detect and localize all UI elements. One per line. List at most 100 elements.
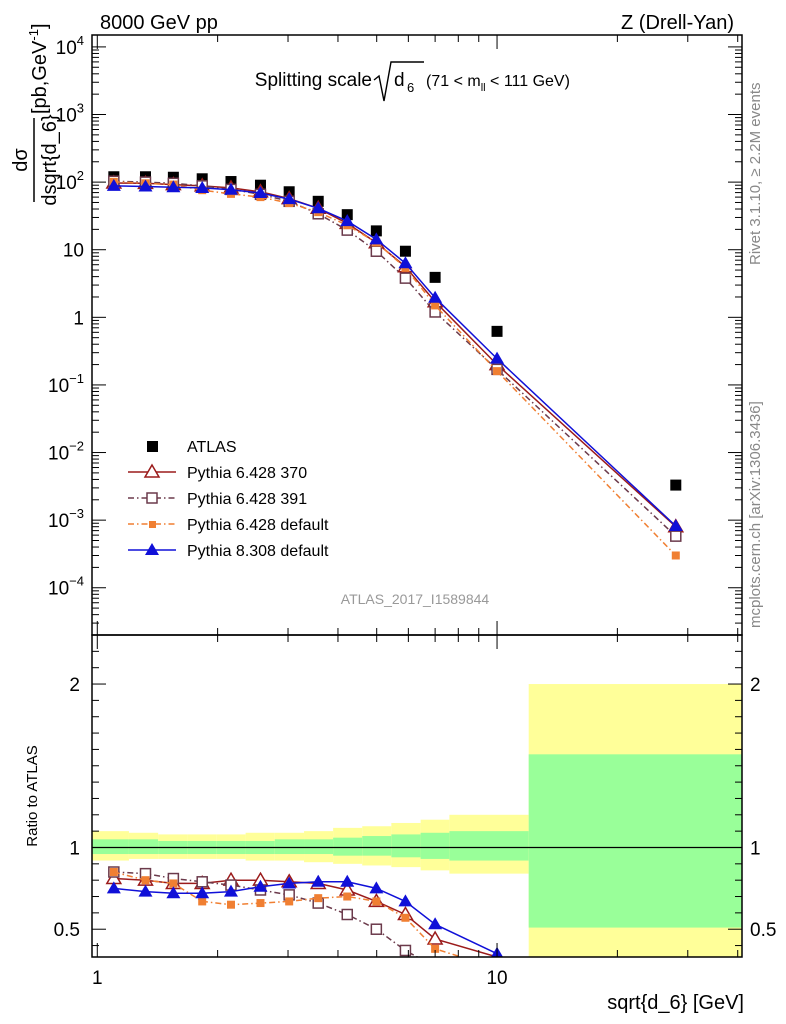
main-ytick-exp: −3 xyxy=(69,506,84,521)
legend-marker-atlas xyxy=(147,441,158,452)
ratio-panel: 0.50.51122110 Ratio to ATLAS sqrt{d_6} [… xyxy=(24,635,776,1014)
ratio-point-pythia-6-428-default xyxy=(198,897,206,905)
main-ytick-exp: 3 xyxy=(77,101,84,116)
title-sqrt-sub: 6 xyxy=(407,80,414,95)
main-ylabel: dσ dsqrt{d_6} [pb,GeV-1] xyxy=(10,23,61,205)
rivet-label: Rivet 3.1.10, ≥ 2.2M events xyxy=(747,83,764,266)
ratio-stat-band xyxy=(333,838,362,856)
main-ytick-exp: −4 xyxy=(69,574,84,589)
mcplots-label: mcplots.cern.ch [arXiv:1306.3436] xyxy=(747,401,764,628)
main-ytick-label: 1 xyxy=(73,308,84,329)
ratio-stat-band xyxy=(362,836,391,856)
title-range-b: < 111 GeV) xyxy=(486,73,570,90)
legend-marker-py6-391 xyxy=(147,493,157,503)
main-point-pythia-6-428-391 xyxy=(371,246,381,256)
legend-marker-py6-default xyxy=(149,521,156,528)
main-ytick-exp: −2 xyxy=(69,439,84,454)
ylabel-unit: [pb,GeV-1] xyxy=(26,23,51,114)
main-ytick-label: 10−2 xyxy=(48,439,84,465)
legend-label-py6-391: Pythia 6.428 391 xyxy=(187,491,307,508)
main-ytick-base: 10 xyxy=(48,444,69,465)
process-label: Z (Drell-Yan) xyxy=(621,12,734,34)
main-ytick-base: 10 xyxy=(56,38,77,59)
ratio-point-pythia-6-428-default xyxy=(372,897,380,905)
analysis-watermark: ATLAS_2017_I1589844 xyxy=(341,591,490,607)
legend-label-py6-default: Pythia 6.428 default xyxy=(187,517,329,534)
ratio-stat-band xyxy=(304,839,333,854)
main-ytick-exp: 4 xyxy=(77,33,84,48)
main-point-atlas xyxy=(492,326,503,337)
main-line-pythia-6-428-391 xyxy=(114,181,676,536)
legend-entry-py6-default: Pythia 6.428 default xyxy=(128,517,329,534)
ratio-uncertainty-bands xyxy=(92,684,742,957)
ratio-series-pythia-6-428-370 xyxy=(107,872,504,962)
legend-marker-py8-default xyxy=(145,543,159,555)
ratio-point-pythia-8-308-default xyxy=(311,875,325,887)
ratio-ytick-label-right: 2 xyxy=(750,675,761,696)
ylabel-numerator: dσ xyxy=(10,148,32,172)
main-ytick-label: 104 xyxy=(56,33,84,59)
ylabel-unit-a: [pb,GeV xyxy=(29,40,51,114)
ratio-xlabel: sqrt{d_6} [GeV] xyxy=(607,992,744,1014)
ratio-point-pythia-6-428-391 xyxy=(400,945,410,955)
ratio-stat-band xyxy=(92,839,129,854)
ratio-stat-band xyxy=(391,834,420,857)
ratio-point-pythia-6-428-default xyxy=(110,868,118,876)
legend-marker-py6-370 xyxy=(145,465,159,477)
legend-entry-py8-default: Pythia 8.308 default xyxy=(128,543,329,560)
main-point-pythia-6-428-default xyxy=(672,551,680,559)
ratio-point-pythia-8-308-default xyxy=(340,875,354,887)
ylabel-denominator: dsqrt{d_6} xyxy=(39,114,61,206)
ratio-stat-band xyxy=(275,839,304,854)
ylabel-unit-b: ] xyxy=(29,23,51,29)
ratio-stat-band xyxy=(129,839,158,854)
title-sqrt-d: d xyxy=(394,70,405,91)
legend-label-atlas: ATLAS xyxy=(187,439,237,456)
legend-label-py8-default: Pythia 8.308 default xyxy=(187,543,329,560)
main-title: Splitting scale d 6 (71 < mll < 111 GeV) xyxy=(255,62,570,101)
ratio-point-pythia-6-428-default xyxy=(227,901,235,909)
main-panel: 10410310210110−110−210−310−4 Splitting s… xyxy=(10,23,742,635)
main-ytick-base: 10 xyxy=(48,511,69,532)
ratio-point-pythia-6-428-default xyxy=(314,894,322,902)
ratio-point-pythia-6-428-default xyxy=(141,876,149,884)
beam-label: 8000 GeV pp xyxy=(100,12,218,34)
title-range: (71 < mll < 111 GeV) xyxy=(426,73,570,94)
main-ytick-label: 10−1 xyxy=(48,371,84,397)
ratio-ytick-label-right: 0.5 xyxy=(750,920,776,941)
ratio-point-pythia-8-308-default xyxy=(398,894,412,906)
main-ytick-label: 10−4 xyxy=(48,574,84,600)
main-ytick-base: 1 xyxy=(73,308,84,329)
ratio-ytick-label-left: 0.5 xyxy=(54,920,80,941)
title-range-a: (71 < m xyxy=(426,73,481,90)
main-ytick-label: 10 xyxy=(63,241,84,262)
main-ytick-exp: −1 xyxy=(69,371,84,386)
ratio-xtick-label: 1 xyxy=(92,968,103,989)
main-point-pythia-6-428-391 xyxy=(671,531,681,541)
main-point-pythia-6-428-391 xyxy=(400,273,410,283)
ratio-series-group xyxy=(107,867,504,978)
ratio-point-pythia-6-428-default xyxy=(256,899,264,907)
ratio-series-clipped xyxy=(107,867,504,978)
legend: ATLAS Pythia 6.428 370 Pythia 6.428 391 … xyxy=(128,439,329,560)
ratio-point-pythia-6-428-default xyxy=(401,914,409,922)
ratio-stat-band xyxy=(421,833,450,859)
main-point-pythia-6-428-default xyxy=(493,367,501,375)
ratio-point-pythia-6-428-370 xyxy=(428,932,442,944)
ratio-point-pythia-6-428-default xyxy=(169,879,177,887)
legend-entry-py6-370: Pythia 6.428 370 xyxy=(128,465,307,482)
main-point-atlas xyxy=(670,480,681,491)
main-ytick-exp: 2 xyxy=(77,168,84,183)
ratio-point-pythia-8-308-default xyxy=(428,917,442,929)
main-ytick-base: 10 xyxy=(63,241,84,262)
main-ytick-base: 10 xyxy=(48,376,69,397)
ratio-point-pythia-6-428-391 xyxy=(342,910,352,920)
ratio-ylabel: Ratio to ATLAS xyxy=(24,745,41,846)
ratio-series-pythia-6-428-391 xyxy=(109,867,497,978)
legend-label-py6-370: Pythia 6.428 370 xyxy=(187,465,307,482)
ratio-ytick-label-left: 1 xyxy=(69,838,80,859)
main-ytick-base: 10 xyxy=(48,579,69,600)
ratio-ytick-label-right: 1 xyxy=(750,838,761,859)
ratio-stat-band xyxy=(449,831,528,860)
